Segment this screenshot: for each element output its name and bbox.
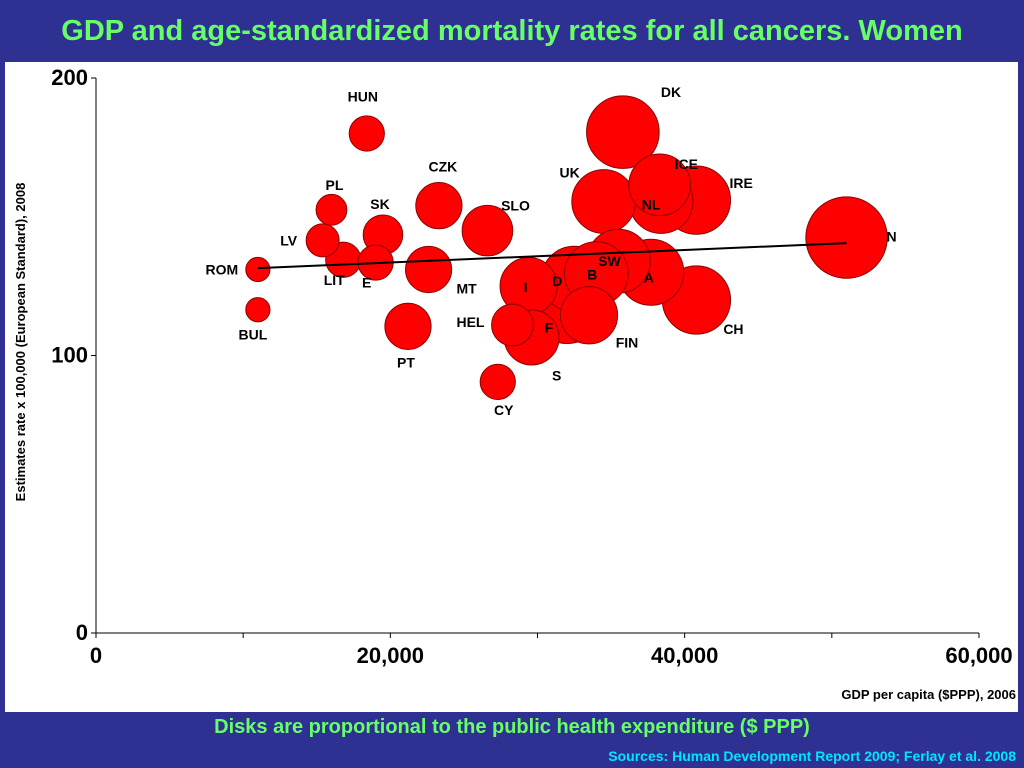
bubble-hun bbox=[348, 115, 385, 152]
bubble-label-hel: HEL bbox=[456, 314, 484, 330]
slide-footer: Disks are proportional to the public hea… bbox=[0, 712, 1024, 768]
y-tick-label: 100 bbox=[51, 343, 88, 368]
sources-note: Sources: Human Development Report 2009; … bbox=[608, 748, 1016, 764]
bubble-label-czk: CZK bbox=[429, 159, 458, 175]
bubble-label-nl: NL bbox=[642, 196, 661, 212]
x-tick-label: 60,000 bbox=[945, 643, 1012, 668]
bubble-hel bbox=[491, 303, 534, 347]
bubble-label-ire: IRE bbox=[729, 175, 752, 191]
bubbles bbox=[245, 95, 888, 400]
bubble-label-sk: SK bbox=[370, 196, 389, 212]
bubble-label-b: B bbox=[587, 267, 597, 283]
bubble-label-bul: BUL bbox=[238, 327, 267, 343]
bubble-label-lv: LV bbox=[280, 232, 298, 248]
bubble-label-hun: HUN bbox=[348, 89, 378, 105]
x-tick-label: 0 bbox=[90, 643, 102, 668]
bubble-dk bbox=[586, 95, 660, 169]
bubble-rom bbox=[245, 256, 271, 283]
bubble-labels: HUN DK ICE IRE NL UK CZK PL SLO SK N LV SW LIT E ROM MT B… bbox=[206, 84, 897, 418]
bubble-label-uk: UK bbox=[559, 164, 579, 180]
bubble-label-f: F bbox=[545, 319, 554, 335]
bubble-mt bbox=[404, 245, 453, 294]
bubble-fin bbox=[559, 286, 619, 345]
trendline bbox=[257, 242, 847, 270]
bubble-label-a: A bbox=[644, 269, 654, 285]
bubble-cy bbox=[479, 363, 516, 400]
bubble-label-ice: ICE bbox=[675, 156, 698, 172]
bubble-ice bbox=[628, 153, 691, 217]
bubble-slo bbox=[461, 204, 514, 257]
axis-ticks: 0 100 200 0 20,000 40,000 60,000 bbox=[51, 65, 1012, 668]
y-tick-label: 0 bbox=[76, 620, 88, 645]
chart-panel: 0 100 200 0 20,000 40,000 60,000 HUN DK ICE IRE NL… bbox=[5, 62, 1018, 712]
bubble-n bbox=[805, 196, 888, 279]
slide-title: GDP and age-standardized mortality rates… bbox=[61, 14, 963, 47]
bubble-label-pt: PT bbox=[397, 354, 415, 370]
bubble-label-dk: DK bbox=[661, 84, 681, 100]
bubble-label-cy: CY bbox=[494, 402, 514, 418]
bubble-label-pl: PL bbox=[326, 177, 344, 193]
bubble-label-e: E bbox=[362, 275, 371, 291]
x-tick-label: 20,000 bbox=[357, 643, 424, 668]
bubble-label-i: I bbox=[524, 279, 528, 295]
bubble-label-slo: SLO bbox=[501, 198, 530, 214]
x-axis-label: GDP per capita ($PPP), 2006 bbox=[841, 687, 1016, 702]
trendline-group bbox=[257, 242, 847, 270]
slide-caption: Disks are proportional to the public hea… bbox=[214, 716, 810, 738]
bubble-label-ch: CH bbox=[723, 321, 743, 337]
bubble-label-mt: MT bbox=[456, 280, 477, 296]
bubble-label-fin: FIN bbox=[616, 334, 639, 350]
bubble-label-s: S bbox=[552, 367, 561, 383]
bubble-uk bbox=[571, 169, 637, 234]
bubble-lv bbox=[305, 223, 340, 258]
bubble-label-n: N bbox=[887, 229, 897, 245]
y-axis-label: Estimates rate x 100,000 (European Stand… bbox=[13, 183, 28, 502]
bubble-label-rom: ROM bbox=[206, 261, 239, 277]
x-tick-label: 40,000 bbox=[651, 643, 718, 668]
bubble-label-lit: LIT bbox=[324, 272, 345, 288]
bubble-bul bbox=[245, 297, 271, 323]
bubble-pl bbox=[315, 193, 348, 226]
bubble-label-sw: SW bbox=[598, 253, 621, 269]
bubble-label-d: D bbox=[552, 273, 562, 289]
bubble-czk bbox=[415, 182, 463, 230]
y-tick-label: 200 bbox=[51, 65, 88, 90]
bubble-pt bbox=[384, 302, 432, 350]
